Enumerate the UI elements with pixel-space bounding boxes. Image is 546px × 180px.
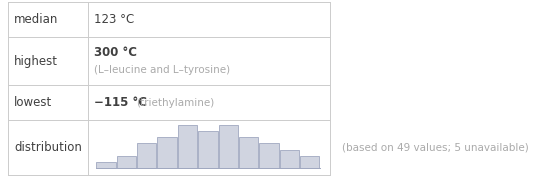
Bar [157, 137, 177, 168]
Text: −115 °C: −115 °C [94, 96, 147, 109]
Bar [280, 150, 299, 168]
Text: highest: highest [14, 55, 58, 68]
Bar [198, 131, 218, 168]
Bar [259, 143, 278, 168]
Text: 300 °C: 300 °C [94, 46, 137, 60]
Bar [239, 137, 258, 168]
Text: lowest: lowest [14, 96, 52, 109]
Text: (based on 49 values; 5 unavailable): (based on 49 values; 5 unavailable) [342, 143, 529, 152]
Bar [137, 143, 157, 168]
Text: median: median [14, 13, 58, 26]
Bar [300, 156, 319, 168]
Text: distribution: distribution [14, 141, 82, 154]
Bar [117, 156, 136, 168]
Bar [178, 125, 197, 168]
Text: (L–leucine and L–tyrosine): (L–leucine and L–tyrosine) [94, 65, 230, 75]
Bar [218, 125, 238, 168]
Text: 123 °C: 123 °C [94, 13, 134, 26]
Bar [97, 162, 116, 168]
Text: (triethylamine): (triethylamine) [136, 98, 214, 107]
